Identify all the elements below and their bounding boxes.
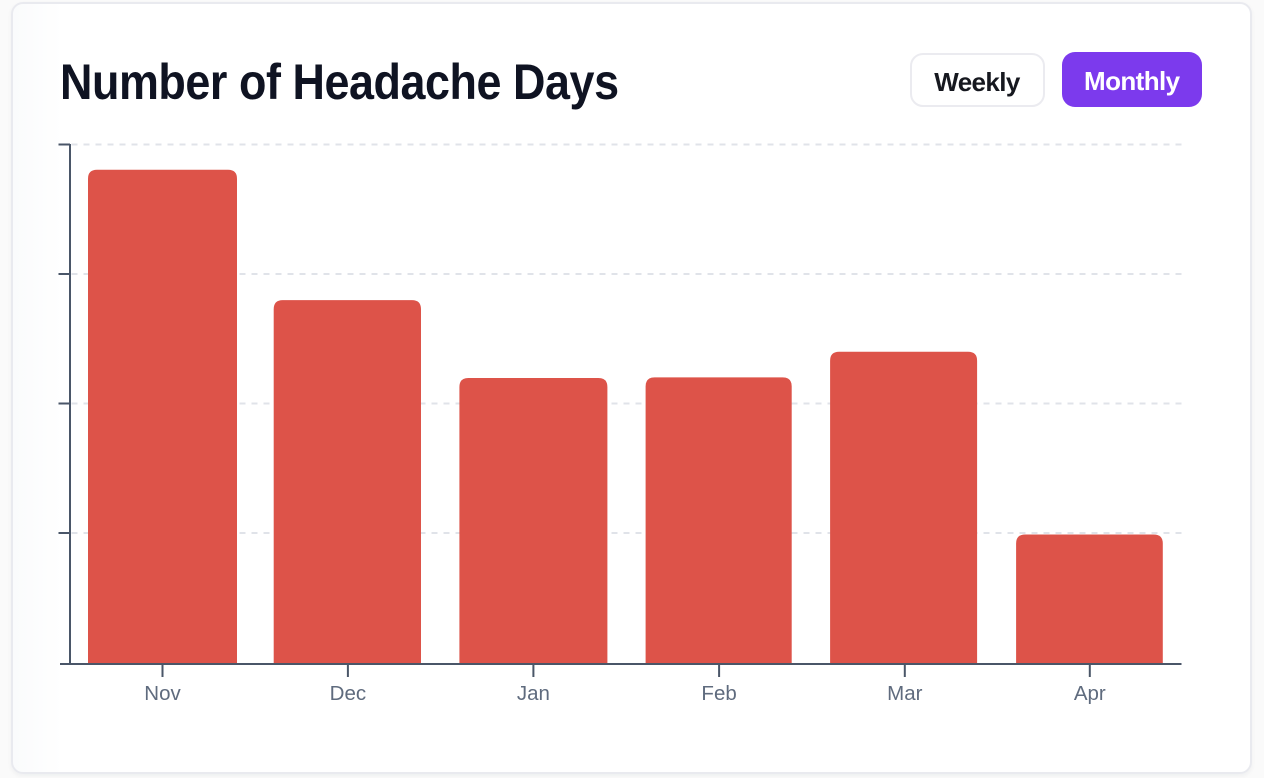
svg-text:Dec: Dec: [330, 682, 366, 705]
svg-text:Feb: Feb: [701, 682, 736, 705]
svg-text:Nov: Nov: [144, 682, 181, 705]
svg-text:Mar: Mar: [887, 682, 922, 705]
svg-text:Jan: Jan: [517, 682, 550, 705]
svg-text:Apr: Apr: [1074, 682, 1106, 705]
